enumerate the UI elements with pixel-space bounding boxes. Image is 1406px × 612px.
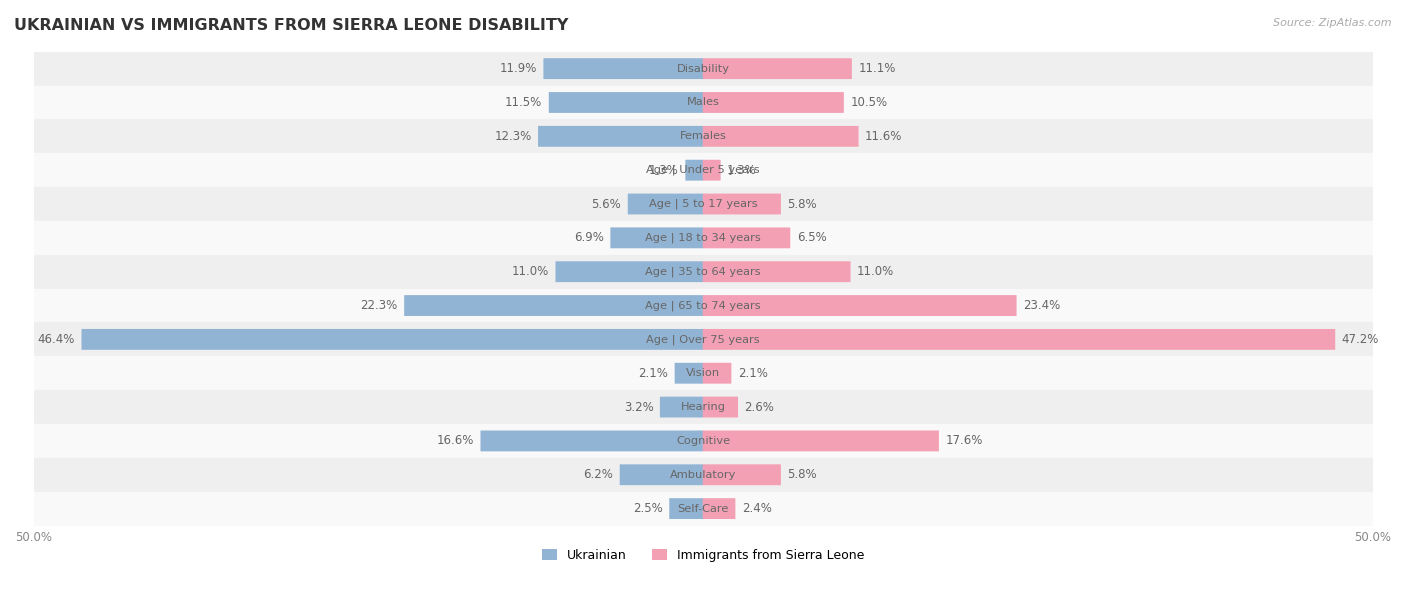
Text: 11.1%: 11.1% (858, 62, 896, 75)
FancyBboxPatch shape (703, 329, 1336, 350)
Bar (34, 323, 1372, 356)
Text: 6.2%: 6.2% (583, 468, 613, 481)
Legend: Ukrainian, Immigrants from Sierra Leone: Ukrainian, Immigrants from Sierra Leone (537, 543, 869, 567)
Bar (34, 424, 1372, 458)
FancyBboxPatch shape (703, 92, 844, 113)
Text: 1.3%: 1.3% (650, 163, 679, 177)
Text: Age | 35 to 64 years: Age | 35 to 64 years (645, 266, 761, 277)
Text: 1.3%: 1.3% (727, 163, 756, 177)
Text: 2.4%: 2.4% (742, 502, 772, 515)
Text: Disability: Disability (676, 64, 730, 73)
FancyBboxPatch shape (703, 430, 939, 451)
FancyBboxPatch shape (703, 498, 735, 519)
Text: 16.6%: 16.6% (437, 435, 474, 447)
Text: UKRAINIAN VS IMMIGRANTS FROM SIERRA LEONE DISABILITY: UKRAINIAN VS IMMIGRANTS FROM SIERRA LEON… (14, 18, 568, 34)
Text: Ambulatory: Ambulatory (669, 470, 737, 480)
Text: 23.4%: 23.4% (1024, 299, 1060, 312)
Text: 2.1%: 2.1% (738, 367, 768, 379)
Text: 5.8%: 5.8% (787, 198, 817, 211)
Bar (34, 221, 1372, 255)
Text: 10.5%: 10.5% (851, 96, 887, 109)
Bar (34, 356, 1372, 390)
FancyBboxPatch shape (538, 126, 703, 147)
Bar (34, 187, 1372, 221)
Text: 2.1%: 2.1% (638, 367, 668, 379)
FancyBboxPatch shape (685, 160, 703, 181)
Text: Age | Over 75 years: Age | Over 75 years (647, 334, 759, 345)
FancyBboxPatch shape (703, 126, 859, 147)
Text: Age | 5 to 17 years: Age | 5 to 17 years (648, 199, 758, 209)
Text: Age | 65 to 74 years: Age | 65 to 74 years (645, 300, 761, 311)
FancyBboxPatch shape (543, 58, 703, 79)
Text: Age | 18 to 34 years: Age | 18 to 34 years (645, 233, 761, 243)
Bar (34, 52, 1372, 86)
Text: 11.0%: 11.0% (858, 265, 894, 278)
Text: 11.9%: 11.9% (499, 62, 537, 75)
Bar (34, 153, 1372, 187)
FancyBboxPatch shape (703, 397, 738, 417)
FancyBboxPatch shape (703, 193, 780, 214)
Text: 6.9%: 6.9% (574, 231, 605, 244)
Text: 6.5%: 6.5% (797, 231, 827, 244)
Text: Source: ZipAtlas.com: Source: ZipAtlas.com (1274, 18, 1392, 28)
FancyBboxPatch shape (481, 430, 703, 451)
Text: 2.6%: 2.6% (745, 401, 775, 414)
FancyBboxPatch shape (703, 295, 1017, 316)
Text: Vision: Vision (686, 368, 720, 378)
Text: Females: Females (679, 132, 727, 141)
FancyBboxPatch shape (555, 261, 703, 282)
Bar (34, 491, 1372, 526)
FancyBboxPatch shape (82, 329, 703, 350)
Text: Self-Care: Self-Care (678, 504, 728, 513)
Text: Cognitive: Cognitive (676, 436, 730, 446)
FancyBboxPatch shape (627, 193, 703, 214)
Text: 11.5%: 11.5% (505, 96, 543, 109)
Text: 3.2%: 3.2% (624, 401, 654, 414)
Bar (34, 390, 1372, 424)
Text: 46.4%: 46.4% (38, 333, 75, 346)
Text: 2.5%: 2.5% (633, 502, 662, 515)
FancyBboxPatch shape (703, 261, 851, 282)
Text: 11.6%: 11.6% (865, 130, 903, 143)
Bar (34, 255, 1372, 289)
Text: 12.3%: 12.3% (495, 130, 531, 143)
Text: 17.6%: 17.6% (945, 435, 983, 447)
FancyBboxPatch shape (703, 160, 721, 181)
FancyBboxPatch shape (659, 397, 703, 417)
Text: 22.3%: 22.3% (360, 299, 398, 312)
Text: 5.8%: 5.8% (787, 468, 817, 481)
FancyBboxPatch shape (548, 92, 703, 113)
Text: 11.0%: 11.0% (512, 265, 548, 278)
FancyBboxPatch shape (703, 363, 731, 384)
Bar (34, 119, 1372, 153)
FancyBboxPatch shape (669, 498, 703, 519)
Text: 5.6%: 5.6% (592, 198, 621, 211)
FancyBboxPatch shape (703, 228, 790, 248)
Text: Males: Males (686, 97, 720, 108)
Bar (34, 289, 1372, 323)
FancyBboxPatch shape (675, 363, 703, 384)
FancyBboxPatch shape (610, 228, 703, 248)
Text: Age | Under 5 years: Age | Under 5 years (647, 165, 759, 176)
FancyBboxPatch shape (703, 58, 852, 79)
Bar (34, 86, 1372, 119)
Text: Hearing: Hearing (681, 402, 725, 412)
Bar (34, 458, 1372, 491)
FancyBboxPatch shape (703, 465, 780, 485)
FancyBboxPatch shape (620, 465, 703, 485)
Text: 47.2%: 47.2% (1341, 333, 1379, 346)
FancyBboxPatch shape (404, 295, 703, 316)
